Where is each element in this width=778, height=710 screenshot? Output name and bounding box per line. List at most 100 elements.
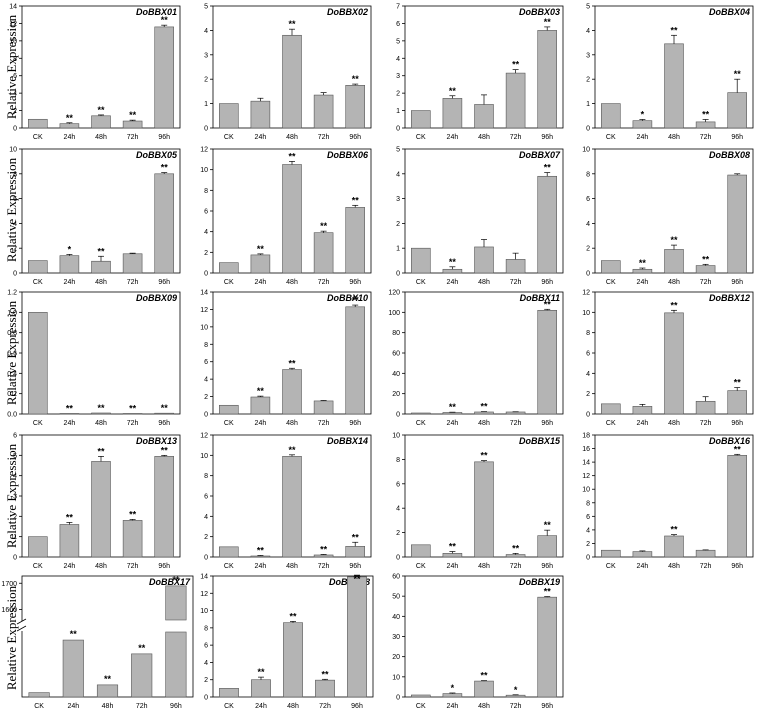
x-tick-label: CK <box>33 279 43 286</box>
y-tick-label: 10 <box>9 147 17 154</box>
x-tick-label: 24h <box>255 703 267 710</box>
bar <box>442 693 463 698</box>
bar <box>474 411 494 415</box>
y-tick-label: 3 <box>586 52 590 59</box>
x-tick-label: 96h <box>158 279 170 286</box>
y-tick-label: 0 <box>586 126 590 133</box>
x-tick-label: CK <box>606 420 616 427</box>
y-tick-label: 0 <box>204 271 208 278</box>
significance-marker: ** <box>670 235 678 245</box>
chart-panel-DoBBX17: DoBBX17 CK 24h 48h 72h 96h 1600 1700 ** ** ** ** <box>1 575 194 710</box>
y-tick-label: 0 <box>13 271 17 278</box>
significance-marker: ** <box>480 451 488 461</box>
bar <box>537 596 557 698</box>
chart-title: DoBBX06 <box>327 150 369 160</box>
bar <box>165 631 187 698</box>
chart-title: DoBBX11 <box>520 293 560 303</box>
y-tick-label: 4 <box>13 473 17 480</box>
significance-marker: ** <box>172 575 180 585</box>
significance-marker: ** <box>702 109 710 119</box>
x-tick-label: 72h <box>700 279 712 286</box>
bar <box>59 413 80 415</box>
y-tick-label: 1.0 <box>7 310 17 317</box>
x-tick-label: 96h <box>541 703 553 710</box>
y-tick-label: 2 <box>13 514 17 521</box>
x-tick-label: 48h <box>478 134 490 141</box>
y-tick-label: 8 <box>204 342 208 349</box>
x-tick-label: CK <box>606 279 616 286</box>
chart-panel-DoBBX13: DoBBX13 CK 24h 48h 72h 96h 0 1 2 3 4 5 6 ** ** ** ** <box>13 433 181 570</box>
chart-panel-DoBBX15: DoBBX15 CK 24h 48h 72h 96h 0 2 4 6 8 10 ** ** ** ** <box>392 433 564 570</box>
significance-marker: ** <box>288 19 296 29</box>
x-tick-label: 24h <box>637 420 649 427</box>
y-tick-label: 6 <box>13 196 17 203</box>
significance-marker: ** <box>70 629 78 639</box>
x-tick-label: 96h <box>731 420 743 427</box>
significance-marker: ** <box>66 113 74 123</box>
x-tick-label: CK <box>33 420 43 427</box>
significance-marker: ** <box>320 221 328 231</box>
bar <box>313 94 334 129</box>
chart-title: DoBBX10 <box>327 293 368 303</box>
bar <box>28 692 50 698</box>
x-tick-label: 24h <box>255 420 267 427</box>
y-tick-label: 2 <box>13 246 17 253</box>
significance-marker: ** <box>480 402 488 412</box>
x-tick-label: 96h <box>731 563 743 570</box>
x-tick-label: 24h <box>64 563 76 570</box>
significance-marker: ** <box>670 25 678 35</box>
chart-title: DoBBX09 <box>136 293 177 303</box>
y-axis-title-row4: Relative Expression <box>4 443 19 549</box>
chart-panel-DoBBX18: DoBBX18CK24h48h72h96h02468101214******** <box>200 574 374 710</box>
y-tick-label: 0 <box>204 695 208 702</box>
bar <box>664 249 684 274</box>
x-tick-label: 48h <box>95 563 107 570</box>
y-tick-label: 7 <box>396 4 400 11</box>
significance-marker: ** <box>512 60 520 70</box>
bar <box>250 555 271 558</box>
y-tick-label: 0 <box>586 412 590 419</box>
significance-marker: ** <box>353 574 361 584</box>
x-tick-label: 24h <box>447 134 459 141</box>
significance-marker: ** <box>257 667 265 677</box>
y-tick-label: 2 <box>204 250 208 257</box>
bar <box>219 262 239 274</box>
bar <box>345 546 365 558</box>
y-tick-label: 2 <box>396 221 400 228</box>
x-tick-label: 48h <box>668 420 680 427</box>
bar <box>695 121 716 129</box>
bar <box>664 43 684 129</box>
significance-marker: ** <box>97 446 105 456</box>
significance-marker: ** <box>129 403 137 413</box>
x-tick-label: 72h <box>510 279 522 286</box>
bar <box>345 306 365 415</box>
bar <box>28 260 48 274</box>
chart-title: DoBBX19 <box>519 577 560 587</box>
x-tick-label: CK <box>416 703 426 710</box>
significance-marker: ** <box>321 669 329 679</box>
bar <box>695 265 716 274</box>
bar <box>727 390 747 415</box>
y-tick-label: 0 <box>13 126 17 133</box>
y-tick-label: 10 <box>200 324 208 331</box>
significance-marker: ** <box>97 246 105 256</box>
x-tick-label: 96h <box>349 420 361 427</box>
y-axis-title-row5: Relative Expression <box>4 585 19 691</box>
y-tick-label: 2 <box>204 534 208 541</box>
y-tick-label: 0.8 <box>7 330 17 337</box>
bar <box>59 123 80 129</box>
bar <box>28 118 48 129</box>
y-tick-label: 4 <box>13 91 17 98</box>
chart-title: DoBBX17 <box>149 577 191 587</box>
y-tick-label: 0 <box>204 126 208 133</box>
bar <box>537 535 557 558</box>
y-tick-label: 6 <box>586 514 590 521</box>
x-tick-label: 24h <box>447 703 459 710</box>
y-tick-label: 4 <box>586 221 590 228</box>
y-tick-label: 8 <box>396 457 400 464</box>
y-tick-label: 1 <box>586 101 590 108</box>
bar <box>505 411 526 415</box>
y-tick-label: 6 <box>396 481 400 488</box>
x-tick-label: 48h <box>95 420 107 427</box>
